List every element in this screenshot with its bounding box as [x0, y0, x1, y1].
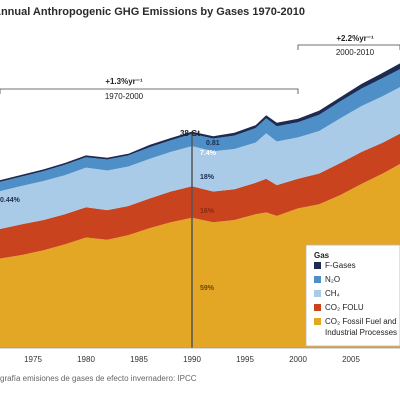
- x-tick-label: 1990: [183, 355, 201, 364]
- pct-label-ngas-left: 0.44%: [0, 197, 21, 204]
- pct-label-n2o-1990: 7.4%: [200, 150, 217, 157]
- legend-label: CO₂ Fossil Fuel and Industrial Processes: [325, 317, 397, 337]
- growth-2000-2010-rate: +2.2%yr⁻¹: [336, 34, 374, 43]
- legend-box: [305, 244, 400, 347]
- bracket-1-line: [0, 88, 299, 94]
- growth-bracket-1970-2000: [0, 88, 299, 94]
- x-axis: 1975 1980 1985 1990 1995 2000 2005: [0, 347, 400, 364]
- pct-label-co2-1990: 59%: [200, 285, 215, 292]
- area-series-group: [0, 63, 400, 348]
- growth-1970-2000-rate: +1.3%yr⁻¹: [105, 77, 143, 86]
- x-tick-label: 2000: [289, 355, 307, 364]
- growth-2000-2010-period: 2000-2010: [336, 48, 375, 57]
- legend-swatch: [314, 290, 321, 297]
- legend-label: F-Gases: [325, 261, 356, 270]
- legend-label: CO₂ FOLU: [325, 303, 364, 312]
- area-series-2: [0, 87, 400, 229]
- legend: Gas F-Gases N₂O CH₄ CO₂ FOLU CO₂ Fossil Fuel…: [305, 244, 400, 347]
- growth-1970-2000-period: 1970-2000: [105, 92, 144, 101]
- x-tick-label: 1985: [130, 355, 148, 364]
- marker-1990-label: 38 Gt: [180, 129, 200, 138]
- figure-caption: grafía emisiones de gases de efecto inve…: [0, 374, 197, 383]
- pct-label-ch4-1990: 18%: [200, 174, 215, 181]
- area-series-3: [0, 69, 400, 192]
- x-tick-labels: 1975 1980 1985 1990 1995 2000 2005: [24, 355, 360, 364]
- legend-swatch: [314, 262, 321, 269]
- legend-swatch: [314, 276, 321, 283]
- legend-label: N₂O: [325, 275, 340, 284]
- growth-bracket-2000-2010: [297, 44, 400, 50]
- x-tick-label: 1975: [24, 355, 42, 364]
- legend-swatch: [314, 304, 321, 311]
- legend-items: F-Gases N₂O CH₄ CO₂ FOLU CO₂ Fossil Fuel and…: [314, 261, 397, 337]
- x-tick-label: 1995: [236, 355, 254, 364]
- x-tick-label: 1980: [77, 355, 95, 364]
- x-tick-label: 2005: [342, 355, 360, 364]
- chart-title: Annual Anthropogenic GHG Emissions by Ga…: [0, 6, 305, 18]
- legend-title: Gas: [314, 251, 330, 260]
- pct-label-folu-1990: 16%: [200, 208, 215, 215]
- area-series-1: [0, 133, 400, 259]
- legend-swatch: [314, 318, 321, 325]
- area-series-0: [0, 164, 400, 348]
- legend-label: CH₄: [325, 289, 340, 298]
- pct-label-fgas-1990: 0.81: [206, 140, 220, 147]
- bracket-2-line: [297, 44, 400, 50]
